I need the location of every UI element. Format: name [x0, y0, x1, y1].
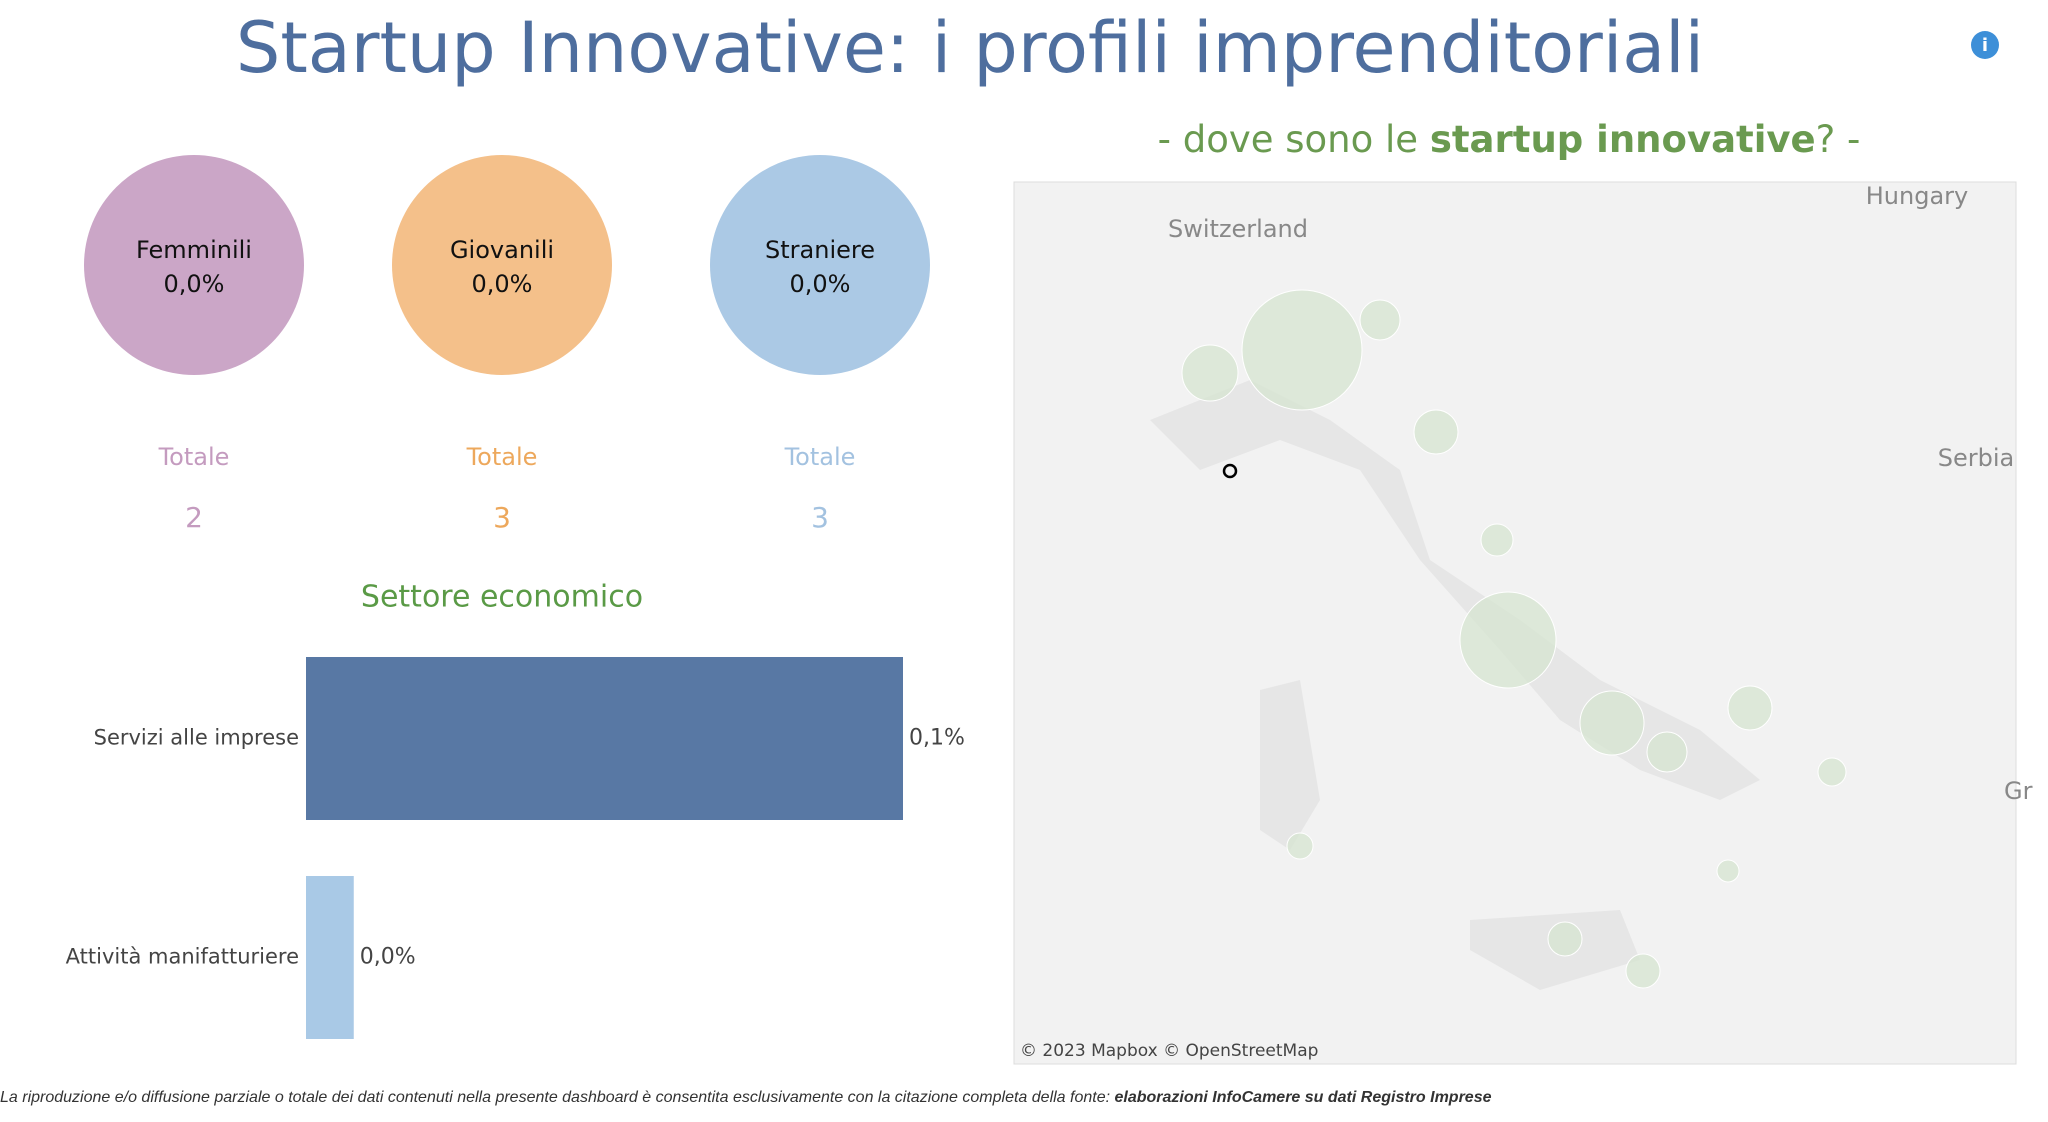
chart-title: Settore economico — [361, 580, 643, 615]
kpi-total-label: Totale — [784, 443, 856, 471]
title: Startup Innovative: i profili imprendito… — [236, 7, 1704, 89]
map-attribution: © 2023 Mapbox © OpenStreetMap — [1020, 1041, 1318, 1061]
footer-source: elaborazioni InfoCamere su dati Registro… — [1115, 1089, 1492, 1106]
kpi-circle — [710, 155, 930, 375]
map-label: Gr — [2004, 777, 2033, 805]
map-label: Switzerland — [1168, 215, 1308, 243]
map-title-part: ? - — [1816, 118, 1861, 161]
kpi-total: 3 — [811, 501, 829, 534]
kpi-percent: 0,0% — [164, 270, 225, 298]
map[interactable]: Switzerland Hungary Serbia Gr © 2023 Map… — [1013, 181, 2033, 1065]
bar — [306, 657, 903, 820]
footer: La riproduzione e/o diffusione parziale … — [0, 1089, 1492, 1106]
kpi-percent: 0,0% — [790, 270, 851, 298]
info-icon[interactable]: i — [1971, 31, 1999, 59]
map-label: Hungary — [1866, 182, 1968, 210]
map-title-part: - dove sono le — [1158, 118, 1430, 161]
footer-text: La riproduzione e/o diffusione parziale … — [0, 1089, 1115, 1106]
map-title: - dove sono le startup innovative? - — [1158, 118, 1861, 161]
value-label: 0,0% — [360, 945, 416, 970]
kpi-percent: 0,0% — [472, 270, 533, 298]
map-label: Serbia — [1938, 444, 2014, 472]
svg-text:i: i — [1982, 35, 1988, 56]
value-label: 0,1% — [909, 726, 965, 751]
bar — [306, 876, 354, 1039]
kpi-circle — [392, 155, 612, 375]
category-label: Attività manifatturiere — [66, 945, 299, 969]
kpi-name: Femminili — [136, 236, 252, 264]
kpi-circle — [84, 155, 304, 375]
kpi-total-label: Totale — [466, 443, 538, 471]
kpi-total: 2 — [185, 501, 203, 534]
kpi-total-label: Totale — [158, 443, 230, 471]
category-label: Servizi alle imprese — [94, 726, 299, 750]
map-title-part: startup innovative — [1430, 118, 1816, 161]
kpi-name: Giovanili — [450, 236, 554, 264]
kpi-name: Straniere — [765, 236, 875, 264]
kpi-total: 3 — [493, 501, 511, 534]
